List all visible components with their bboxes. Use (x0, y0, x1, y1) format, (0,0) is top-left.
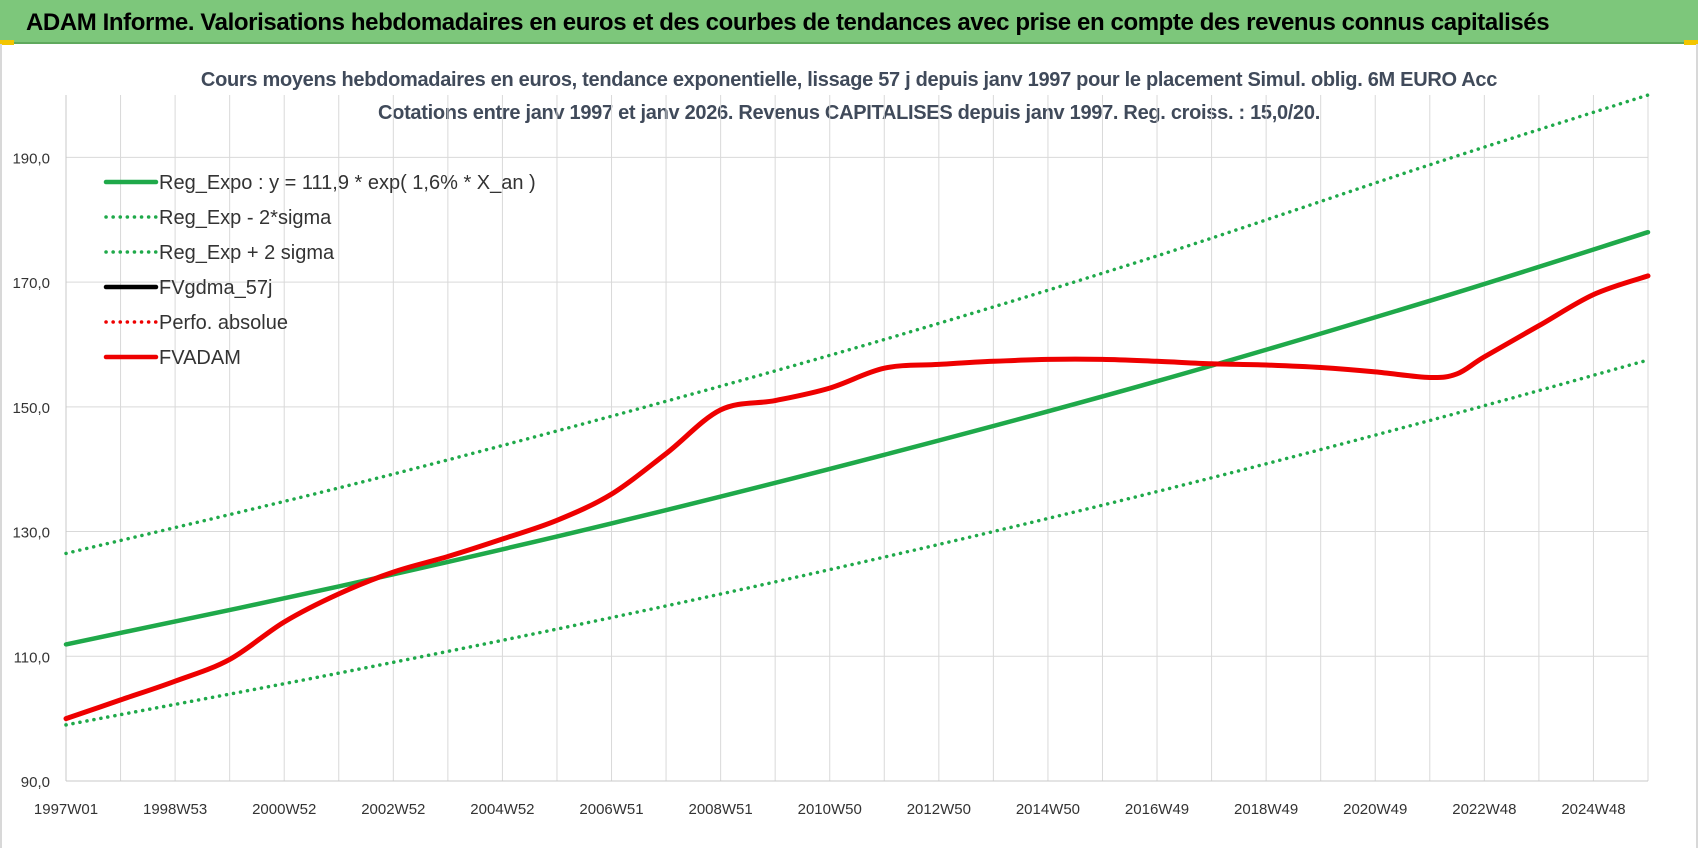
page-title: ADAM Informe. Valorisations hebdomadaire… (26, 9, 1550, 36)
axis-layer: 90,0 110,0 130,0 150,0 170,0 190,0 1997W01 1998… (12, 95, 1648, 818)
series-line-reg-exp-2-sigma (64, 358, 1650, 727)
chart-subtitle: Cotations entre janv 1997 et janv 2026. … (378, 102, 1320, 124)
y-tick-label: 190,0 (12, 150, 50, 167)
y-tick-label: 90,0 (21, 774, 50, 791)
series-line-fvadam (63, 273, 1651, 722)
chart-title: Cours moyens hebdomadaires en euros, ten… (200, 69, 1498, 91)
x-tick-label: 2018W49 (1234, 801, 1298, 818)
x-tick-label: 2006W51 (579, 801, 643, 818)
x-tick-label: 1997W01 (34, 801, 98, 818)
x-tick-label: 2000W52 (252, 801, 316, 818)
series-layer (63, 93, 1651, 727)
series-line-reg-exp-2-sigma (64, 93, 1650, 556)
series-line-reg-expo-y-111-9-exp-1-6-x-an (63, 229, 1651, 647)
chart-frame (0, 44, 1698, 848)
title-banner: ADAM Informe. Valorisations hebdomadaire… (0, 0, 1698, 44)
y-tick-label: 150,0 (12, 400, 50, 417)
legend-label: Perfo. absolue (159, 312, 288, 334)
x-tick-label: 1998W53 (143, 801, 207, 818)
legend-label: Reg_Exp + 2 sigma (159, 242, 335, 264)
legend-label: FVgdma_57j (159, 277, 272, 299)
y-tick-label: 170,0 (12, 275, 50, 292)
legend-label: Reg_Expo : y = 111,9 * exp( 1,6% * X_an … (159, 172, 536, 194)
x-tick-label: 2002W52 (361, 801, 425, 818)
x-tick-label: 2020W49 (1343, 801, 1407, 818)
x-tick-label: 2008W51 (689, 801, 753, 818)
grid-layer (66, 95, 1649, 781)
x-tick-label: 2016W49 (1125, 801, 1189, 818)
x-tick-label: 2022W48 (1452, 801, 1516, 818)
x-tick-label: 2012W50 (907, 801, 971, 818)
corner-marker-right (1684, 40, 1698, 45)
corner-marker-left (0, 40, 14, 45)
x-tick-label: 2024W48 (1561, 801, 1625, 818)
legend: Reg_Expo : y = 111,9 * exp( 1,6% * X_an … (103, 172, 536, 369)
legend-label: Reg_Exp - 2*sigma (159, 207, 332, 229)
y-tick-label: 130,0 (12, 525, 50, 542)
x-tick-label: 2004W52 (470, 801, 534, 818)
legend-label: FVADAM (159, 347, 241, 369)
x-tick-label: 2010W50 (798, 801, 862, 818)
y-tick-label: 110,0 (14, 649, 50, 666)
x-tick-label: 2014W50 (1016, 801, 1080, 818)
